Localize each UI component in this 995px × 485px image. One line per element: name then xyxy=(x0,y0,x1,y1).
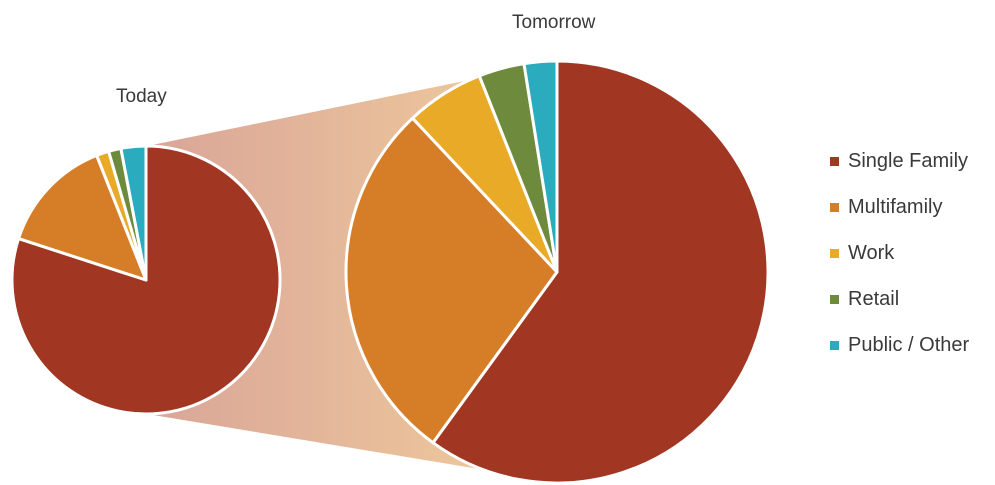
pie-slice-single-family xyxy=(431,59,770,485)
legend-item-single-family: Single Family xyxy=(830,138,969,184)
pie-slice-public-other xyxy=(119,144,148,282)
pie-slice-multifamily xyxy=(344,116,559,445)
legend-item-work: Work xyxy=(830,230,969,276)
legend-item-public-other: Public / Other xyxy=(830,322,969,368)
legend-item-retail: Retail xyxy=(830,276,969,322)
pie-slice-multifamily xyxy=(17,153,148,282)
pie-title-today: Today xyxy=(116,86,167,107)
legend-label: Public / Other xyxy=(848,333,970,356)
legend-item-multifamily: Multifamily xyxy=(830,184,969,230)
legend-swatch xyxy=(830,340,839,350)
legend-label: Single Family xyxy=(848,149,969,172)
legend-swatch xyxy=(830,294,839,304)
legend-label: Multifamily xyxy=(848,195,943,218)
legend-swatch xyxy=(830,248,839,258)
pie-title-tomorrow: Tomorrow xyxy=(512,12,596,33)
legend-swatch xyxy=(830,202,839,212)
legend-label: Work xyxy=(848,241,895,264)
legend: Single Family Multifamily Work Retail Pu… xyxy=(830,138,969,368)
pie-slice-public-other xyxy=(522,59,559,274)
pie-today xyxy=(10,144,282,416)
legend-swatch xyxy=(830,156,839,166)
pie-tomorrow xyxy=(344,59,770,485)
legend-label: Retail xyxy=(848,287,900,310)
